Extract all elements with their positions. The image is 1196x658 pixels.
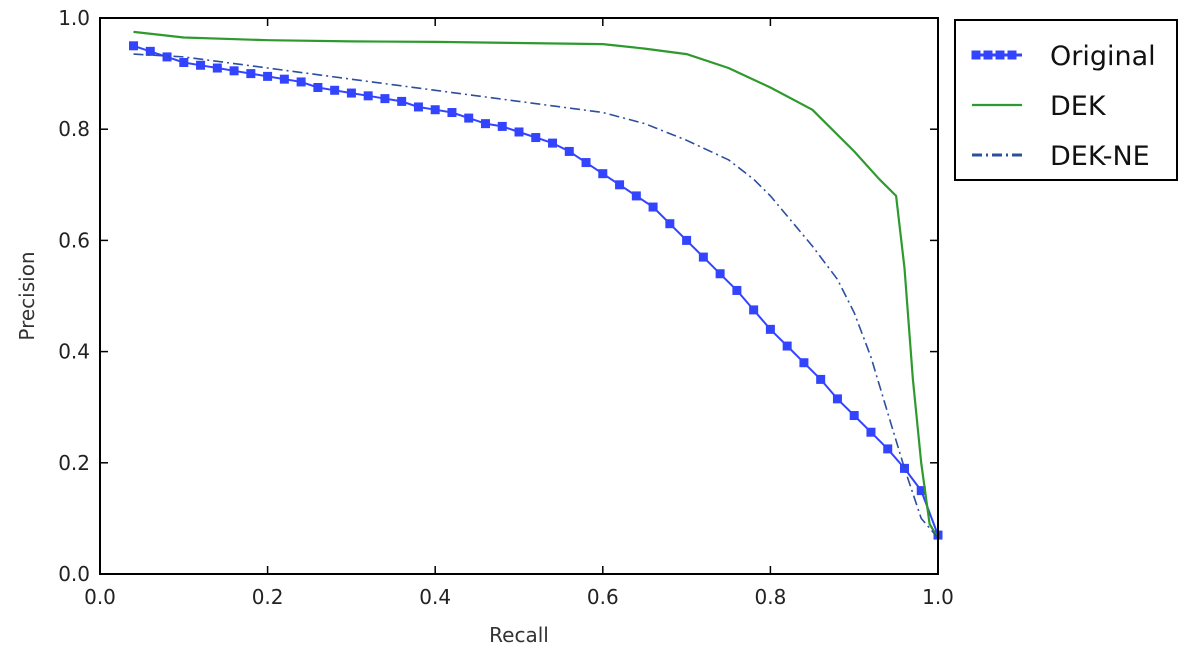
original-point xyxy=(899,463,909,473)
original-point xyxy=(179,57,189,67)
original-point xyxy=(162,52,172,62)
original-point xyxy=(832,394,842,404)
y-tick-label: 0.6 xyxy=(58,228,90,252)
y-tick-label: 0.2 xyxy=(58,451,90,475)
x-axis-title: Recall xyxy=(489,623,549,647)
original-point xyxy=(564,146,574,156)
x-tick-label: 0.8 xyxy=(754,585,786,609)
legend-marker xyxy=(971,50,981,60)
x-tick-label: 0.0 xyxy=(84,585,116,609)
legend-label-dek: DEK xyxy=(1050,91,1107,122)
original-point xyxy=(615,180,625,190)
original-point xyxy=(497,121,507,131)
original-point xyxy=(212,63,222,73)
original-point xyxy=(698,252,708,262)
original-point xyxy=(145,46,155,56)
original-point xyxy=(229,66,239,76)
x-tick-label: 0.2 xyxy=(252,585,284,609)
original-point xyxy=(548,138,558,148)
original-point xyxy=(631,191,641,201)
original-point xyxy=(849,411,859,421)
y-axis-title: Precision xyxy=(15,251,39,340)
original-point xyxy=(916,486,926,496)
original-point xyxy=(263,71,273,81)
original-point xyxy=(682,235,692,245)
legend-box xyxy=(954,19,1178,181)
original-point xyxy=(196,60,206,70)
original-point xyxy=(430,105,440,115)
original-point xyxy=(665,219,675,229)
y-tick-label: 0.8 xyxy=(58,117,90,141)
original-point xyxy=(296,77,306,87)
original-point xyxy=(346,88,356,98)
original-point xyxy=(782,341,792,351)
plot-background xyxy=(100,18,938,574)
original-point xyxy=(581,158,591,168)
original-point xyxy=(799,358,809,368)
series-line-dek xyxy=(133,30,939,539)
original-point xyxy=(531,133,541,143)
original-point xyxy=(129,41,139,51)
y-tick-label: 0.0 xyxy=(58,562,90,586)
original-point xyxy=(279,74,289,84)
original-point xyxy=(363,91,373,101)
y-tick-label: 0.4 xyxy=(58,340,90,364)
original-point xyxy=(648,202,658,212)
legend-label-dek-ne: DEK-NE xyxy=(1050,141,1150,172)
original-point xyxy=(816,374,826,384)
original-point xyxy=(464,113,474,123)
original-point xyxy=(313,83,323,92)
x-tick-label: 1.0 xyxy=(922,585,954,609)
original-point xyxy=(413,102,423,112)
original-point xyxy=(866,427,876,437)
ticks-layer: 0.0 0.2 0.4 0.6 0.8 1.0 0.0 0.2 0.4 0.6 0.8 1.0 xyxy=(58,6,954,609)
original-point xyxy=(749,305,759,315)
x-tick-label: 0.4 xyxy=(419,585,451,609)
x-tick-label: 0.6 xyxy=(587,585,619,609)
original-point xyxy=(447,108,457,118)
original-point xyxy=(715,269,725,279)
legend-label-original: Original xyxy=(1050,41,1156,72)
original-point xyxy=(883,444,893,454)
original-point xyxy=(397,96,407,106)
legend-marker xyxy=(983,50,993,60)
legend-entries: Original DEK DEK-NE xyxy=(971,41,1156,172)
y-tick-label: 1.0 xyxy=(58,6,90,30)
series-layer xyxy=(129,30,943,540)
original-point xyxy=(598,169,608,179)
series-line-dek-ne xyxy=(133,53,939,539)
original-point xyxy=(480,119,490,129)
legend: Original DEK DEK-NE xyxy=(954,19,1178,181)
legend-marker xyxy=(1007,50,1017,60)
plot-frame xyxy=(99,17,939,575)
original-point xyxy=(732,285,742,295)
original-point xyxy=(765,324,775,334)
original-point xyxy=(514,127,524,137)
original-point xyxy=(246,69,256,79)
original-point xyxy=(330,85,340,95)
legend-marker xyxy=(995,50,1005,60)
original-point xyxy=(380,94,390,104)
